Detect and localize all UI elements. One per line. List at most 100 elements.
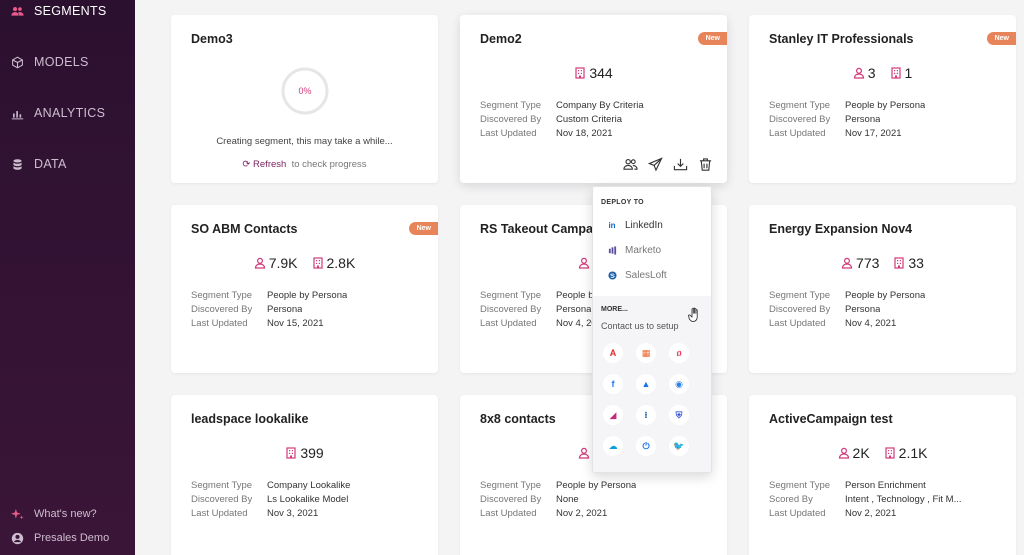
segment-card[interactable]: Demo2 New 344 Segment Type Company By Cri…: [460, 15, 727, 183]
company-count-value: 399: [300, 445, 324, 461]
sidebar-item-segments[interactable]: SEGMENTS: [10, 4, 107, 18]
segment-card[interactable]: Energy Expansion Nov4 773 33 Segment Typ…: [749, 205, 1016, 373]
segment-card[interactable]: leadspace lookalike 399 Segment Type Comp…: [171, 395, 438, 555]
refresh-suffix: to check progress: [291, 159, 367, 170]
segment-counts: 7.9K 2.8K: [171, 255, 438, 271]
segment-type-value: Company By Criteria: [556, 100, 644, 111]
card-title: SO ABM Contacts: [191, 222, 298, 236]
sidebar-item-data[interactable]: DATA: [10, 157, 67, 171]
user-menu[interactable]: Presales Demo: [10, 531, 109, 545]
contact-setup-text: Contact us to setup: [601, 321, 679, 331]
power-icon[interactable]: ⏻: [636, 436, 656, 456]
person-icon: [841, 257, 853, 269]
card-title: ActiveCampaign test: [769, 412, 893, 426]
discovered-by-value: Custom Criteria: [556, 114, 622, 125]
segment-meta: Segment Type Person Enrichment Scored By I…: [769, 479, 962, 521]
deploy-marketo[interactable]: Marketo: [607, 245, 661, 256]
shield-icon[interactable]: ⛨: [669, 405, 689, 425]
meta-label: Last Updated: [191, 318, 248, 329]
new-badge: New: [697, 32, 727, 45]
marketo-icon: [607, 246, 617, 255]
deploy-linkedin[interactable]: in LinkedIn: [607, 220, 662, 231]
segment-card[interactable]: Stanley IT Professionals New 3 1 Segment…: [749, 15, 1016, 183]
segment-meta: Segment Type Company By Criteria Discover…: [480, 99, 644, 141]
creating-message: Creating segment, this may take a while.…: [216, 136, 393, 147]
people-count-value: 3: [867, 65, 876, 81]
person-icon: [579, 447, 590, 459]
meta-label: Discovered By: [769, 114, 831, 125]
meta-label: Last Updated: [480, 318, 537, 329]
company-count: 1: [890, 65, 913, 81]
discovered-by-value: None: [556, 494, 579, 505]
whats-new-label: What's new?: [34, 508, 97, 520]
google-ads-icon[interactable]: ▲: [636, 374, 656, 394]
sidebar-item-analytics[interactable]: ANALYTICS: [10, 106, 105, 120]
meta-label: Segment Type: [480, 100, 542, 111]
dots-icon[interactable]: ⁝: [636, 405, 656, 425]
meta-label: Last Updated: [191, 508, 248, 519]
company-count-value: 1: [904, 65, 913, 81]
more-header: MORE...: [601, 306, 628, 313]
hand-cursor-icon: [688, 307, 698, 322]
chart-icon[interactable]: ◢: [603, 405, 623, 425]
whats-new-link[interactable]: What's new?: [10, 507, 97, 521]
people-count-value: 7.9K: [268, 255, 298, 271]
segment-card[interactable]: Demo3 0% Creating segment, this may take…: [171, 15, 438, 183]
company-count: 2.1K: [884, 445, 928, 461]
meta-label: Segment Type: [769, 480, 831, 491]
building-icon: [312, 257, 323, 269]
building-icon: [885, 447, 895, 459]
people-count: 7.9K: [254, 255, 298, 271]
sidebar-item-models[interactable]: MODELS: [10, 55, 89, 69]
last-updated-value: Nov 3, 2021: [267, 508, 319, 519]
users-icon: [10, 4, 24, 18]
audience-icon[interactable]: [622, 156, 638, 172]
person-icon: [838, 447, 849, 459]
segment-meta: Segment Type People by Persona Discovered…: [191, 289, 347, 331]
circle-icon[interactable]: ◉: [669, 374, 689, 394]
meta-label: Discovered By: [191, 304, 253, 315]
sidebar-item-label: MODELS: [34, 55, 89, 69]
salesforce-icon[interactable]: ☁: [603, 436, 623, 456]
card-title: Energy Expansion Nov4: [769, 222, 913, 236]
facebook-icon[interactable]: f: [603, 374, 623, 394]
sparkle-icon: [10, 507, 24, 521]
send-icon[interactable]: [647, 156, 663, 172]
building-icon: [890, 67, 901, 79]
last-updated-value: Nov 18, 2021: [556, 128, 613, 139]
database-icon: [10, 157, 24, 171]
people-count: 2K: [838, 445, 870, 461]
segment-type-value: Person Enrichment: [845, 480, 926, 491]
person-icon: [579, 257, 590, 269]
salesloft-icon: [607, 271, 617, 280]
person-icon: [254, 257, 265, 269]
discovered-by-value: Persona: [845, 304, 881, 315]
segment-card[interactable]: ActiveCampaign test 2K 2.1K Segment Type…: [749, 395, 1016, 555]
segment-meta: Segment Type Company Lookalike Discovered…: [191, 479, 350, 521]
refresh-link[interactable]: ⟳ Refresh: [242, 159, 286, 170]
last-updated-value: Nov 15, 2021: [267, 318, 324, 329]
company-count-value: 2.1K: [898, 445, 928, 461]
meta-label: Segment Type: [480, 480, 542, 491]
progress-text: 0%: [298, 86, 312, 96]
segment-counts: 2K 2.1K: [749, 445, 1016, 461]
card-title: Stanley IT Professionals: [769, 32, 914, 46]
download-icon[interactable]: [672, 156, 688, 172]
company-count-value: 33: [908, 255, 924, 271]
meta-label: Discovered By: [480, 114, 542, 125]
last-updated-value: Nov 2, 2021: [845, 508, 897, 519]
meta-label: Last Updated: [480, 128, 537, 139]
deploy-item-label: SalesLoft: [625, 270, 667, 281]
hubspot-icon[interactable]: ▦: [636, 343, 656, 363]
segment-card[interactable]: SO ABM Contacts New 7.9K 2.8K Segment Ty…: [171, 205, 438, 373]
trash-icon[interactable]: [697, 156, 713, 172]
company-count-value: 344: [589, 65, 613, 81]
segment-meta: Segment Type People by Persona Discovered…: [769, 99, 925, 141]
deploy-salesloft[interactable]: SalesLoft: [607, 270, 667, 281]
outreach-icon[interactable]: ዐ: [669, 343, 689, 363]
adobe-icon[interactable]: A: [603, 343, 623, 363]
twitter-icon[interactable]: 🐦: [669, 436, 689, 456]
segment-type-value: Company Lookalike: [267, 480, 351, 491]
meta-label: Discovered By: [769, 304, 831, 315]
person-icon: [853, 67, 864, 79]
